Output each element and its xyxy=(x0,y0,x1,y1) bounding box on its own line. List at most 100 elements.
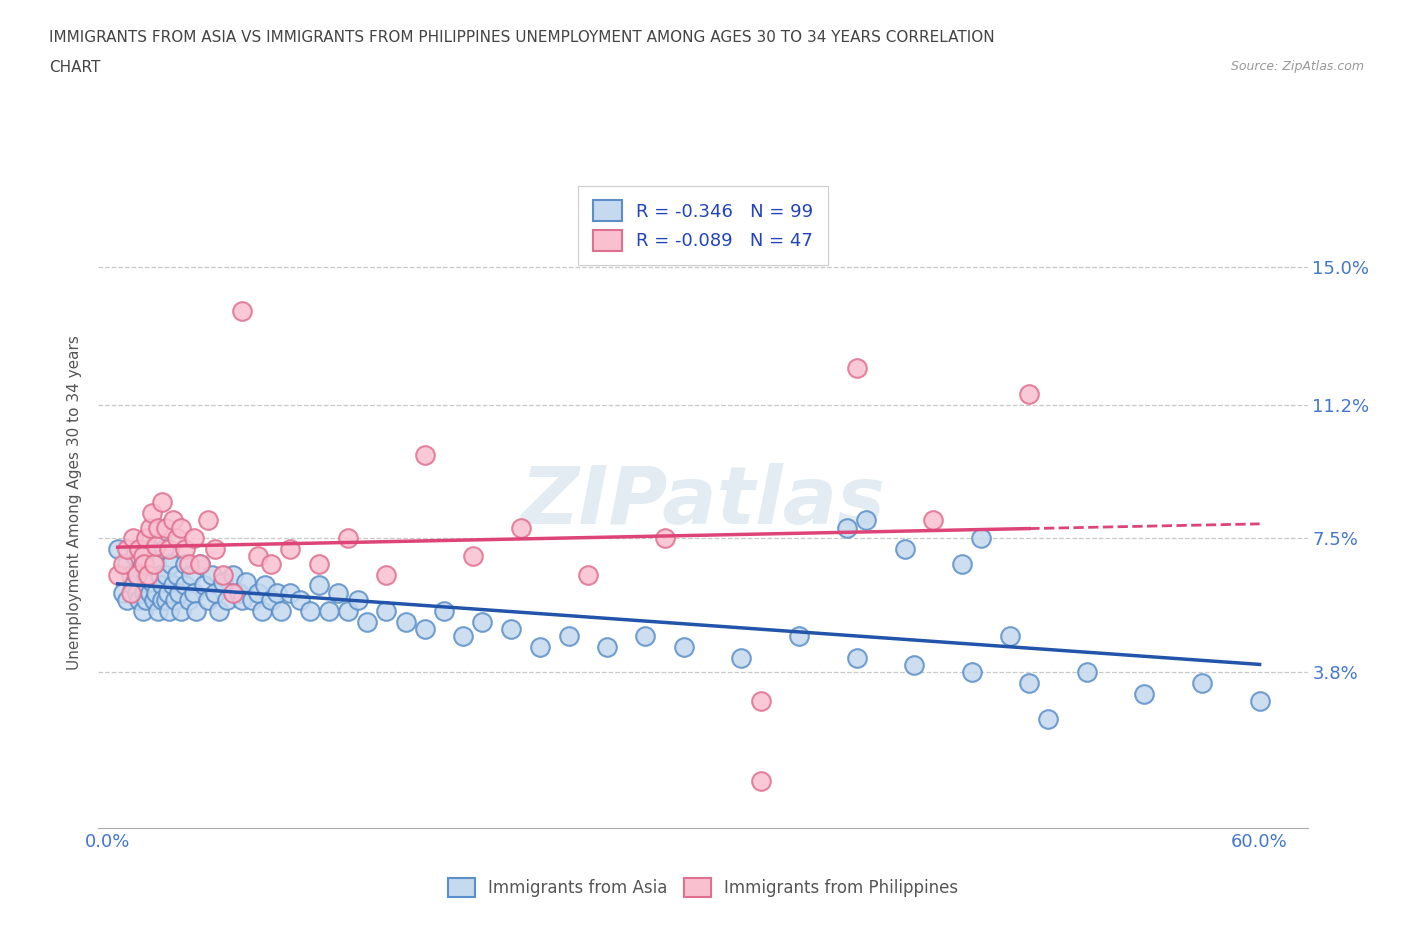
Point xyxy=(845,650,868,665)
Point xyxy=(135,567,157,582)
Point xyxy=(328,585,350,600)
Point xyxy=(212,575,235,590)
Point xyxy=(204,542,226,557)
Point xyxy=(266,585,288,600)
Point xyxy=(170,520,193,535)
Text: ZIPatlas: ZIPatlas xyxy=(520,463,886,541)
Point xyxy=(122,531,145,546)
Point xyxy=(250,604,273,618)
Point xyxy=(115,542,138,557)
Point xyxy=(280,542,302,557)
Point xyxy=(125,567,148,582)
Point xyxy=(228,585,250,600)
Point xyxy=(201,567,224,582)
Point xyxy=(254,578,277,592)
Point xyxy=(413,621,436,636)
Point xyxy=(125,585,148,600)
Point xyxy=(128,592,150,607)
Point xyxy=(835,520,858,535)
Point xyxy=(124,549,146,564)
Text: IMMIGRANTS FROM ASIA VS IMMIGRANTS FROM PHILIPPINES UNEMPLOYMENT AMONG AGES 30 T: IMMIGRANTS FROM ASIA VS IMMIGRANTS FROM … xyxy=(49,30,995,45)
Point xyxy=(215,592,238,607)
Point xyxy=(970,531,993,546)
Point xyxy=(280,585,302,600)
Point xyxy=(288,592,311,607)
Point xyxy=(166,531,188,546)
Point xyxy=(730,650,752,665)
Point xyxy=(394,614,416,629)
Point xyxy=(165,592,187,607)
Point xyxy=(557,629,579,644)
Point xyxy=(173,578,195,592)
Point xyxy=(145,556,167,571)
Point xyxy=(131,604,153,618)
Point xyxy=(308,578,330,592)
Point xyxy=(246,549,269,564)
Point xyxy=(134,556,156,571)
Point xyxy=(336,531,359,546)
Point xyxy=(212,567,235,582)
Point xyxy=(903,658,925,672)
Point xyxy=(159,604,181,618)
Point xyxy=(356,614,378,629)
Point xyxy=(145,538,167,553)
Point xyxy=(167,585,190,600)
Point xyxy=(576,567,599,582)
Point xyxy=(183,585,205,600)
Point xyxy=(231,303,253,318)
Point xyxy=(509,520,531,535)
Point xyxy=(149,567,172,582)
Point xyxy=(960,665,983,680)
Point xyxy=(197,512,219,527)
Point xyxy=(141,575,163,590)
Point xyxy=(845,361,868,376)
Point xyxy=(922,512,945,527)
Point xyxy=(155,520,177,535)
Point xyxy=(159,542,181,557)
Point xyxy=(122,578,145,592)
Y-axis label: Unemployment Among Ages 30 to 34 years: Unemployment Among Ages 30 to 34 years xyxy=(66,335,82,670)
Point xyxy=(998,629,1021,644)
Point xyxy=(1018,386,1040,401)
Point xyxy=(150,578,173,592)
Point xyxy=(1249,694,1271,709)
Point xyxy=(131,556,153,571)
Point xyxy=(166,567,188,582)
Point xyxy=(950,556,973,571)
Point xyxy=(146,520,169,535)
Point xyxy=(160,556,183,571)
Point xyxy=(499,621,522,636)
Point xyxy=(260,556,283,571)
Point xyxy=(150,592,173,607)
Point xyxy=(197,592,219,607)
Point xyxy=(177,556,200,571)
Point xyxy=(120,567,142,582)
Point xyxy=(855,512,877,527)
Text: Source: ZipAtlas.com: Source: ZipAtlas.com xyxy=(1230,60,1364,73)
Point xyxy=(188,556,211,571)
Point xyxy=(173,556,195,571)
Point xyxy=(135,531,157,546)
Point xyxy=(128,542,150,557)
Point xyxy=(433,604,456,618)
Point xyxy=(1038,711,1060,726)
Point xyxy=(107,542,129,557)
Point xyxy=(208,604,231,618)
Point xyxy=(749,773,772,788)
Point xyxy=(413,447,436,462)
Point xyxy=(115,592,138,607)
Point xyxy=(145,585,167,600)
Point xyxy=(672,640,695,655)
Point xyxy=(112,585,135,600)
Point xyxy=(654,531,676,546)
Point xyxy=(162,512,184,527)
Point xyxy=(177,592,200,607)
Point xyxy=(193,578,215,592)
Point xyxy=(308,556,330,571)
Point xyxy=(186,604,208,618)
Point xyxy=(787,629,810,644)
Point xyxy=(112,556,135,571)
Point xyxy=(135,592,157,607)
Text: CHART: CHART xyxy=(49,60,101,75)
Point xyxy=(141,506,163,521)
